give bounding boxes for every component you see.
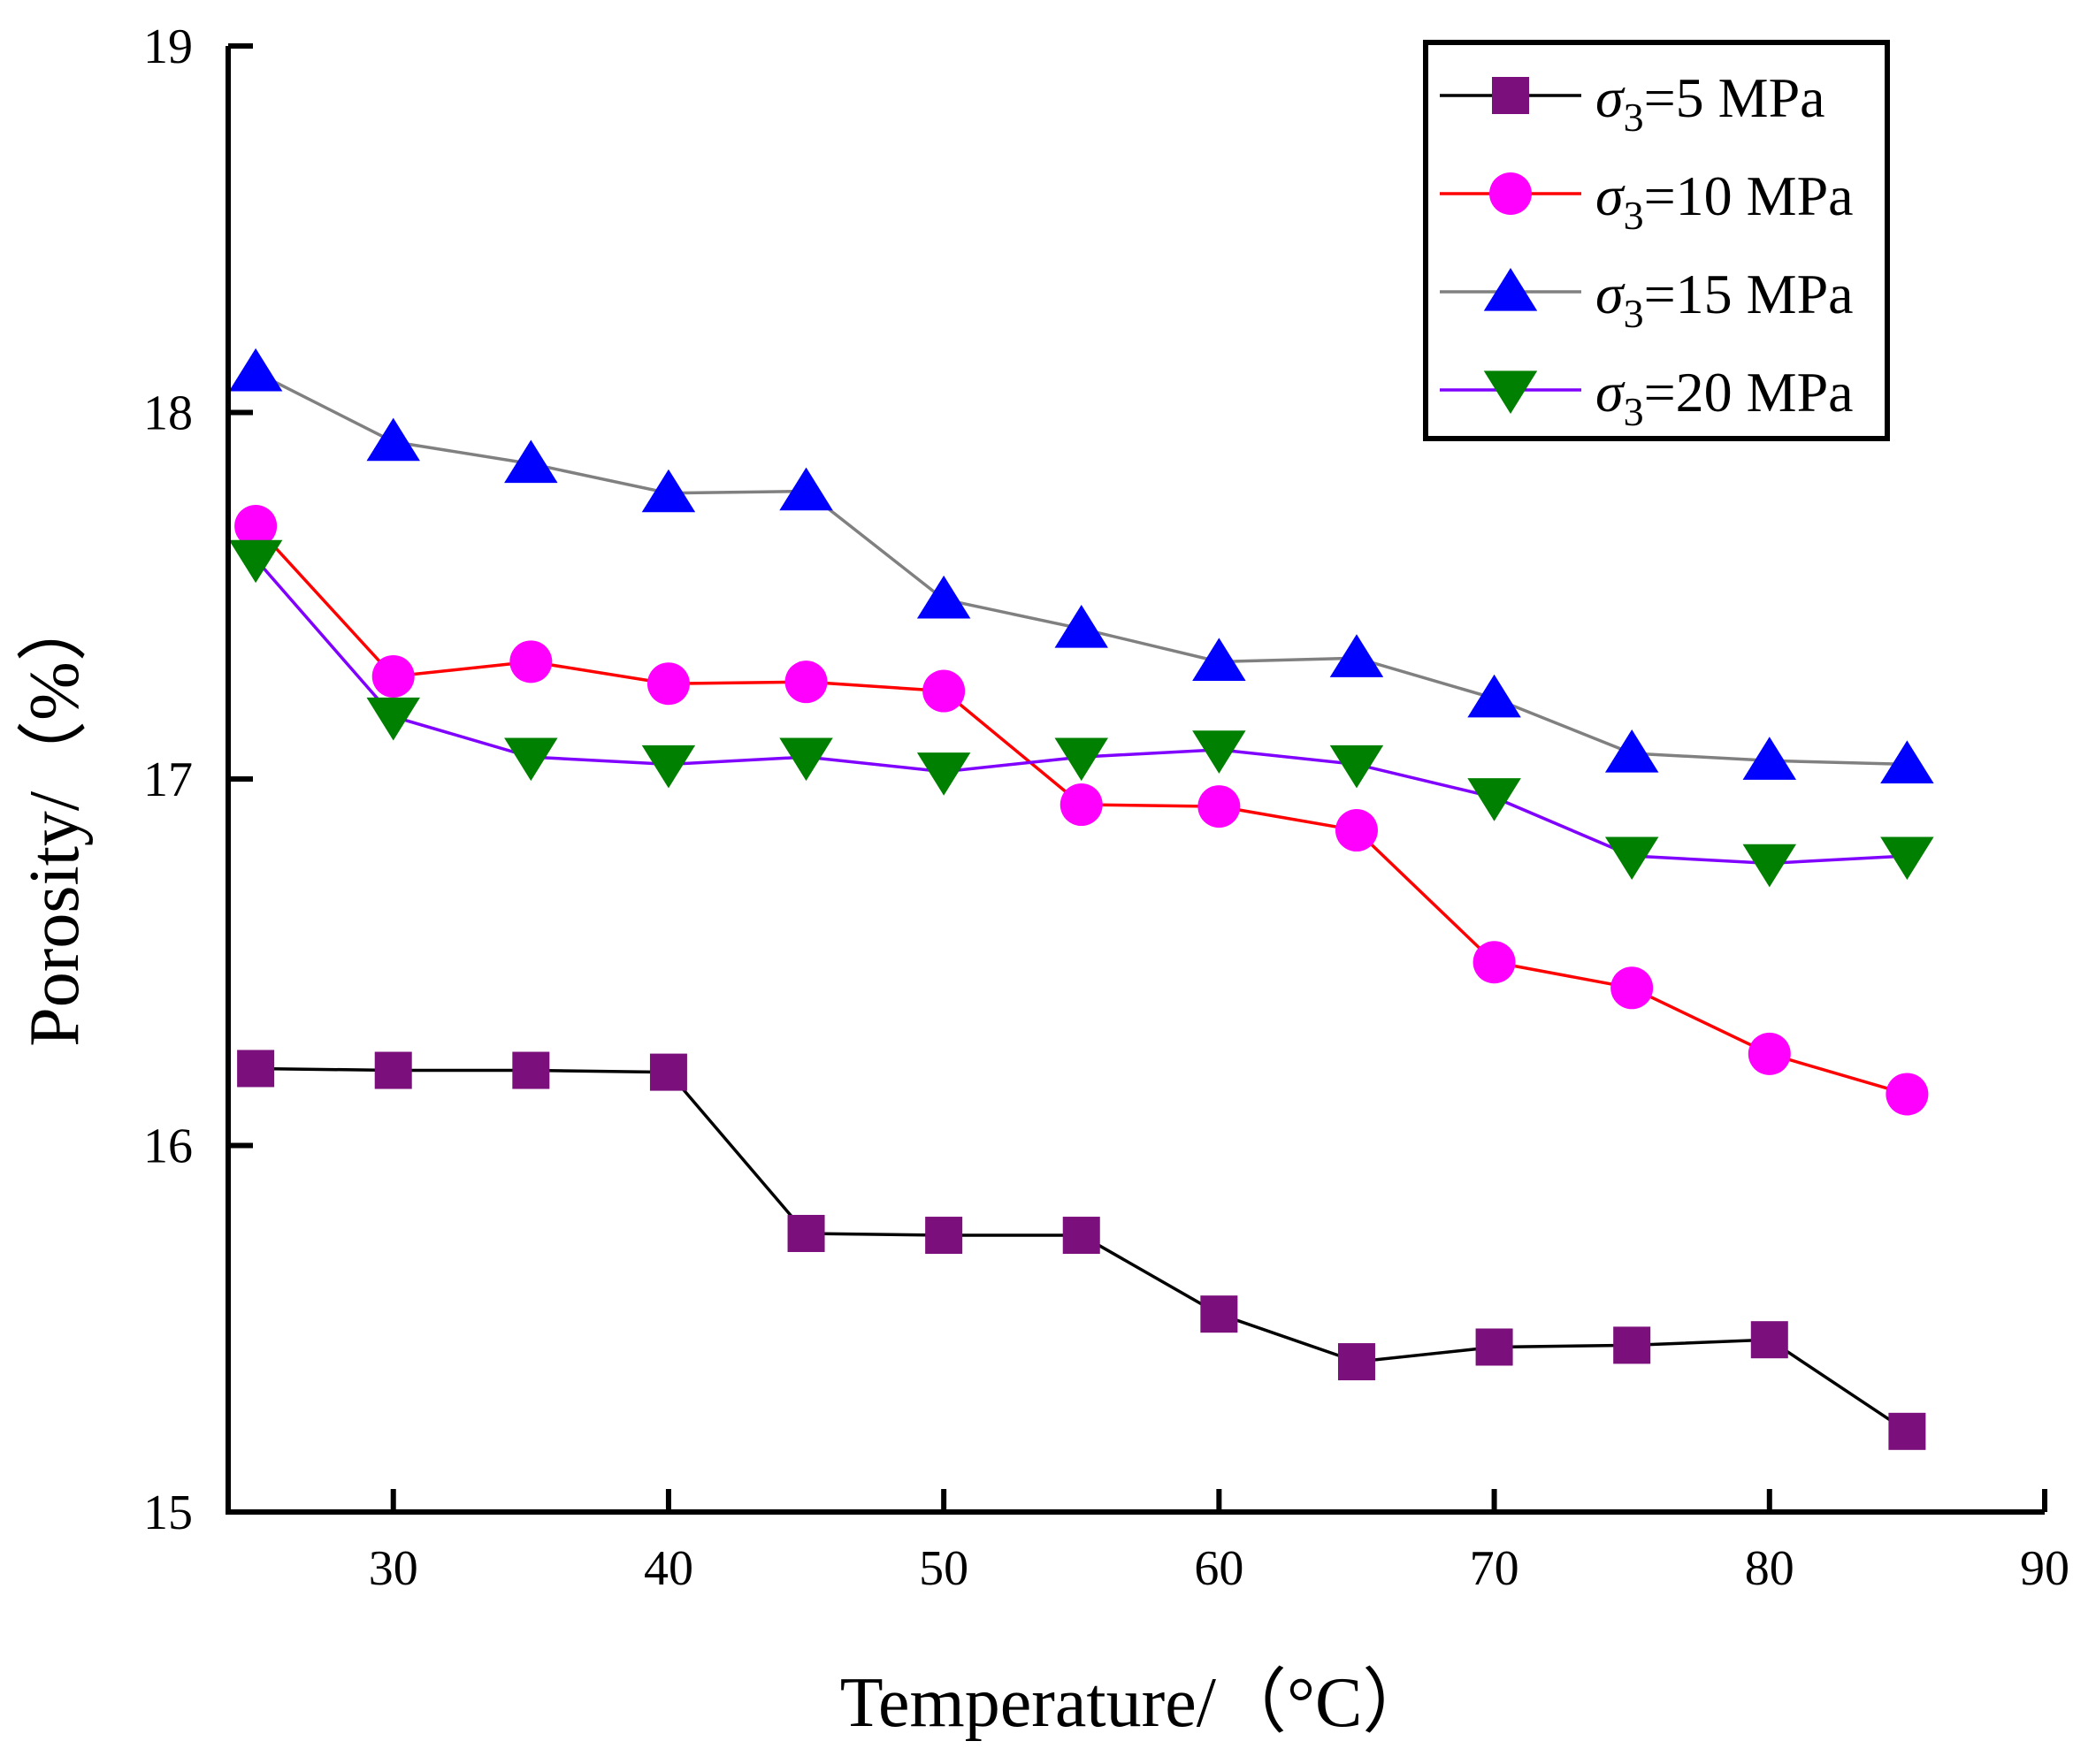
- data-point: [504, 439, 558, 484]
- data-point: [237, 1050, 275, 1088]
- data-point: [1467, 778, 1521, 821]
- data-point: [1886, 1073, 1929, 1116]
- legend-item: σ3=5 MPa: [1440, 66, 1825, 140]
- data-point: [916, 575, 971, 619]
- x-tick-label: 60: [1194, 1541, 1243, 1596]
- legend-swatch-marker: [1492, 77, 1529, 114]
- data-point: [1329, 634, 1384, 677]
- x-tick-label: 80: [1745, 1541, 1794, 1596]
- series-4: [228, 539, 1934, 888]
- data-point: [509, 640, 553, 683]
- y-tick-label: 16: [143, 1119, 193, 1174]
- data-point: [779, 467, 833, 511]
- data-point: [234, 504, 278, 547]
- data-point: [1604, 729, 1659, 773]
- y-tick-label: 19: [143, 19, 193, 74]
- y-tick-label: 17: [143, 752, 193, 807]
- data-point: [371, 654, 415, 698]
- legend-swatch-marker: [1483, 370, 1538, 414]
- data-point: [1200, 1295, 1238, 1333]
- y-tick-label: 15: [143, 1485, 193, 1540]
- data-point: [1062, 1217, 1100, 1255]
- data-point: [916, 752, 971, 796]
- legend-item: σ3=20 MPa: [1440, 361, 1854, 434]
- data-point: [1197, 785, 1241, 829]
- data-point: [784, 661, 828, 704]
- legend-label: σ3=5 MPa: [1595, 66, 1825, 140]
- legend: σ3=5 MPa σ3=10 MPa σ3=15 MPa σ3=20 MPa: [1423, 40, 1890, 441]
- data-point: [1880, 836, 1934, 881]
- ticks-layer: 30 40 50 60 70 80 90 15 16 17 18 19: [143, 19, 2069, 1596]
- data-point: [1613, 1326, 1651, 1364]
- data-point: [228, 539, 283, 584]
- legend-label: σ3=20 MPa: [1595, 361, 1854, 434]
- series-1: [237, 1050, 1926, 1450]
- data-point: [1059, 783, 1103, 827]
- data-point: [228, 347, 283, 392]
- series-3: [228, 347, 1934, 784]
- data-point: [925, 1217, 963, 1255]
- data-point: [1192, 730, 1246, 774]
- data-point: [1750, 1321, 1788, 1359]
- data-point: [649, 1053, 687, 1091]
- data-point: [641, 745, 696, 789]
- series-2: [234, 504, 1929, 1116]
- data-point: [1467, 674, 1521, 718]
- data-point: [366, 417, 420, 462]
- data-point: [1610, 966, 1654, 1010]
- x-tick-label: 90: [2020, 1541, 2069, 1596]
- data-point: [1742, 844, 1797, 888]
- data-point: [512, 1051, 550, 1089]
- x-axis-title: Temperature/（°C）: [840, 1664, 1434, 1742]
- data-point: [1335, 809, 1378, 852]
- data-point: [787, 1214, 825, 1252]
- x-tick-label: 40: [644, 1541, 693, 1596]
- legend-swatch-marker: [1489, 172, 1532, 215]
- data-point: [366, 697, 420, 741]
- x-tick-label: 30: [369, 1541, 418, 1596]
- data-point: [1337, 1343, 1375, 1381]
- data-point: [1888, 1412, 1926, 1450]
- data-point: [374, 1051, 412, 1089]
- data-point: [641, 469, 696, 513]
- y-tick-label: 18: [143, 386, 193, 441]
- data-point: [1748, 1032, 1791, 1075]
- data-point: [1329, 745, 1384, 789]
- legend-swatch-marker: [1483, 268, 1538, 311]
- x-tick-label: 70: [1470, 1541, 1519, 1596]
- data-point: [1054, 737, 1108, 782]
- data-point: [779, 737, 833, 782]
- legend-item: σ3=10 MPa: [1440, 164, 1854, 238]
- data-point: [922, 669, 966, 713]
- x-tick-label: 50: [919, 1541, 968, 1596]
- data-point: [646, 662, 690, 706]
- legend-label: σ3=15 MPa: [1595, 263, 1854, 336]
- data-point: [1604, 836, 1659, 881]
- legend-item: σ3=15 MPa: [1440, 263, 1854, 336]
- data-point: [1475, 1328, 1513, 1366]
- legend-label: σ3=10 MPa: [1595, 164, 1854, 238]
- data-point: [1473, 941, 1516, 984]
- data-point: [504, 737, 558, 782]
- y-axis-title: Porosity/（%）: [16, 591, 94, 1047]
- data-point: [1742, 737, 1797, 780]
- data-point: [1054, 605, 1108, 648]
- data-point: [1192, 638, 1246, 681]
- data-point: [1880, 740, 1934, 784]
- series-layer: [228, 347, 1934, 1450]
